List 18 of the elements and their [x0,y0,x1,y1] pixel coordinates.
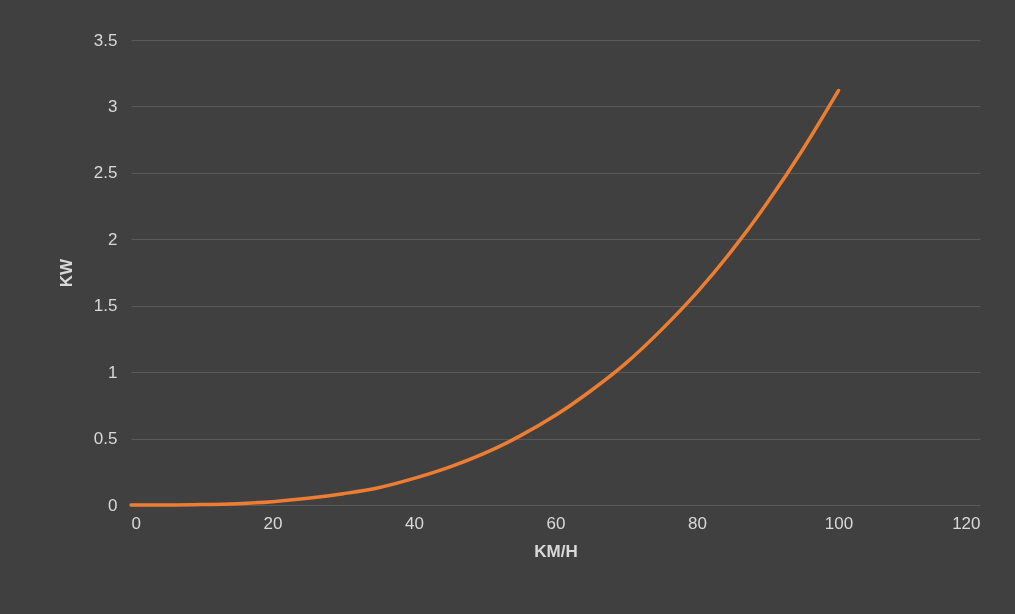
x-tick-label: 100 [824,513,854,533]
y-tick-label: 3.5 [93,30,118,50]
y-tick-label: 0.5 [93,429,118,449]
x-tick-label: 40 [405,513,424,533]
x-tick-label: 120 [952,513,981,533]
x-tick-label: 60 [546,513,566,533]
y-tick-label: 3 [108,96,118,116]
line-series [129,88,841,507]
x-tick-label: 0 [131,513,141,533]
y-tick-label: 1.5 [93,296,118,316]
y-tick-label: 2 [108,229,118,249]
x-tick-label: 20 [263,513,283,533]
x-axis-title: KM/H [534,541,578,561]
y-tick-label: 1 [108,362,118,382]
y-tick-label: 0 [108,495,118,515]
y-tick-label: 2.5 [93,163,118,183]
x-tick-label: 80 [688,513,707,533]
y-axis-title: KW [56,257,76,288]
